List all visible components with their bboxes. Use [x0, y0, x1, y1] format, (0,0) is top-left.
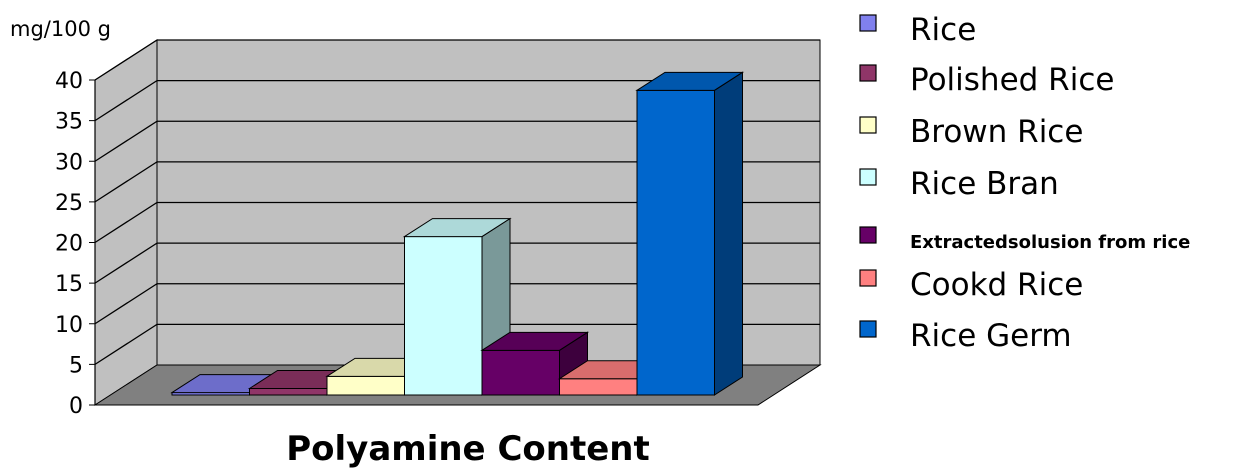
gridline	[94, 283, 820, 325]
unit-label: mg/100 g	[10, 17, 111, 41]
legend-swatch	[859, 226, 877, 244]
gridline	[94, 323, 820, 365]
legend-swatch	[859, 14, 877, 32]
legend-item: Rice	[859, 12, 976, 48]
y-tick-label: 40	[55, 69, 83, 94]
y-tick-label: 15	[55, 272, 83, 297]
legend-swatch	[859, 269, 877, 287]
legend-label: Brown Rice	[910, 114, 1083, 150]
legend-label: Extractedsolusion from rice	[910, 232, 1190, 253]
legend-label: Rice	[910, 12, 976, 48]
y-tick-label: 30	[55, 150, 83, 175]
bar-top	[635, 71, 745, 91]
y-tick-label: 10	[55, 313, 83, 338]
chart-gridlines	[94, 39, 820, 365]
gridline	[94, 242, 820, 284]
legend-swatch	[859, 320, 877, 338]
bar-front	[636, 89, 715, 396]
gridline	[94, 201, 820, 244]
gridline	[94, 161, 820, 203]
legend-item: Extractedsolusion from rice	[859, 226, 1190, 253]
y-tick-label: 20	[55, 232, 83, 257]
bar-front	[559, 378, 638, 396]
legend-swatch	[859, 116, 877, 134]
legend-label: Rice Bran	[910, 166, 1059, 202]
legend-swatch	[859, 64, 877, 82]
bar-top	[480, 331, 590, 351]
legend-item: Brown Rice	[859, 114, 1083, 150]
legend-item: Polished Rice	[859, 62, 1114, 98]
legend-swatch	[859, 168, 877, 186]
bar-top	[402, 218, 512, 238]
bar-front	[249, 388, 328, 396]
y-tick-label: 5	[69, 353, 83, 378]
bar-front	[404, 236, 483, 396]
legend-label: Polished Rice	[910, 62, 1114, 98]
legend-item: Rice Bran	[859, 166, 1059, 202]
bar-front	[481, 349, 560, 396]
y-tick-label: 0	[69, 394, 83, 419]
y-tick-label: 25	[55, 191, 83, 216]
y-tick-label: 35	[55, 110, 83, 135]
legend: Rice Polished Rice Brown Rice Rice Bran Extr…	[859, 12, 1190, 354]
bar-side	[714, 71, 743, 396]
bar	[635, 71, 745, 396]
bar-front	[326, 375, 405, 396]
chart-bars	[170, 71, 745, 396]
gridline	[94, 79, 820, 122]
legend-label: Cookd Rice	[910, 267, 1083, 303]
gridline	[94, 120, 820, 162]
legend-label: Rice Germ	[910, 318, 1072, 354]
legend-item: Rice Germ	[859, 318, 1072, 354]
legend-item: Cookd Rice	[859, 267, 1083, 303]
gridline	[94, 39, 820, 81]
x-axis-label: Polyamine Content	[286, 429, 650, 469]
y-axis: 0 5 10 15 20 25 30 35 40	[55, 69, 96, 419]
